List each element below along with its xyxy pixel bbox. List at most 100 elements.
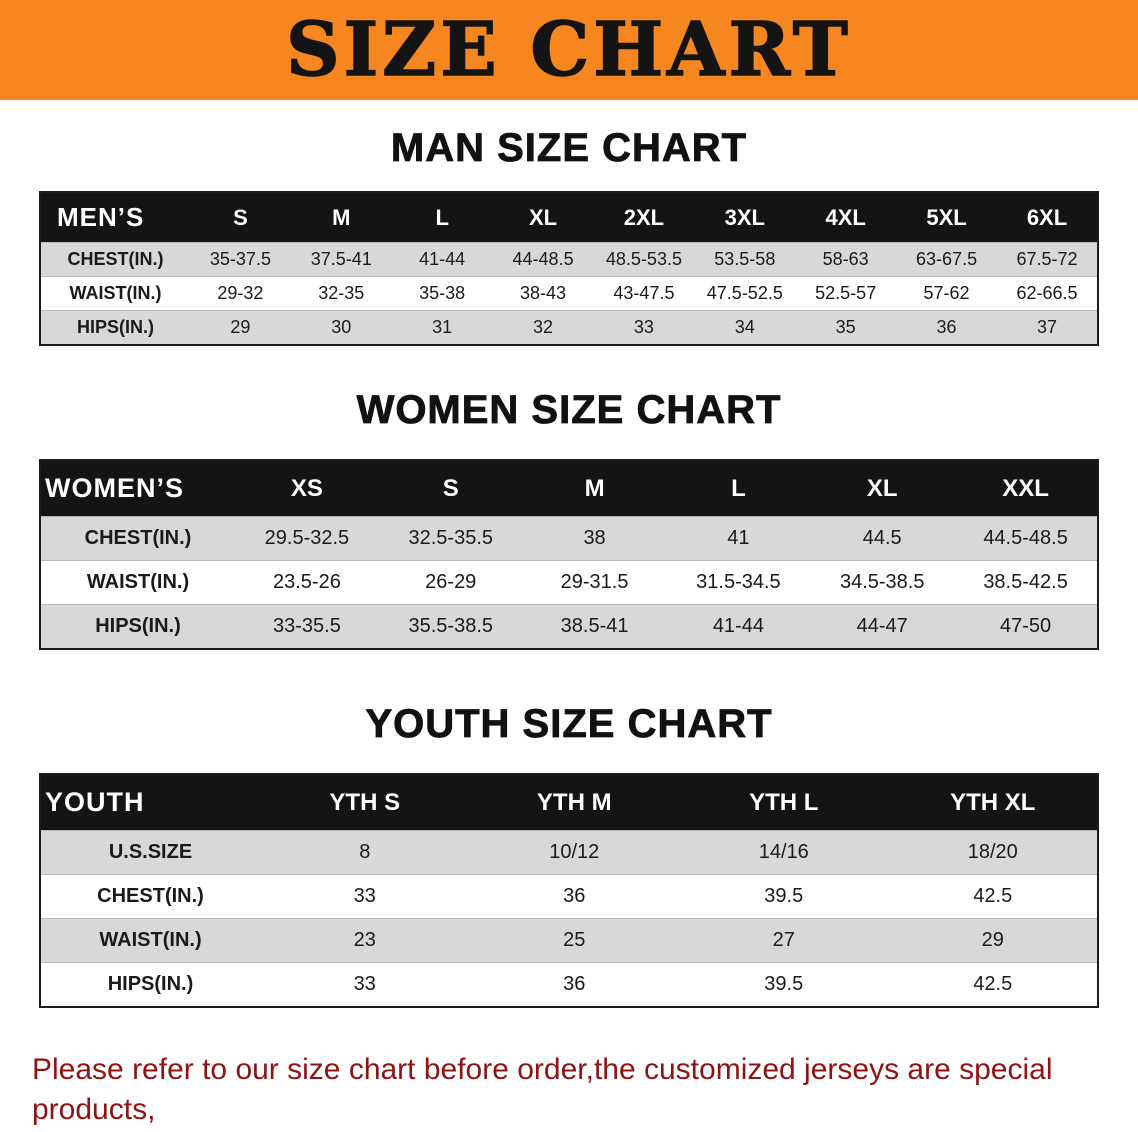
- measurement-value-cell: 23.5-26: [235, 560, 379, 605]
- measurement-value-cell: 18/20: [888, 830, 1098, 875]
- measurement-value-cell: 39.5: [679, 874, 889, 919]
- measurement-value-cell: 33: [260, 874, 470, 919]
- measurement-value-cell: 8: [260, 830, 470, 875]
- measurement-label-cell: CHEST(IN.): [40, 874, 260, 919]
- measurement-value-cell: 35.5-38.5: [378, 604, 523, 649]
- disclaimer: Please refer to our size chart before or…: [0, 1050, 1138, 1132]
- table-row: CHEST(IN.) 33 36 39.5 42.5: [40, 874, 1098, 919]
- measurement-value-cell: 29.5-32.5: [235, 516, 379, 561]
- measurement-value-cell: 31: [391, 310, 493, 345]
- measurement-value-cell: 36: [469, 962, 679, 1007]
- size-header-cell: M: [522, 460, 667, 517]
- table-header-row: MEN’S S M L XL 2XL 3XL 4XL 5XL 6XL: [40, 192, 1098, 243]
- women-section-title: WOMEN SIZE CHART: [356, 388, 782, 433]
- measurement-value-cell: 44.5: [810, 516, 955, 561]
- size-header-cell: YTH S: [260, 774, 470, 831]
- measurement-value-cell: 67.5-72: [997, 242, 1098, 277]
- measurement-value-cell: 63-67.5: [896, 242, 997, 277]
- measurement-value-cell: 33-35.5: [235, 604, 379, 649]
- measurement-value-cell: 58-63: [795, 242, 897, 277]
- men-section-title: MAN SIZE CHART: [390, 126, 748, 171]
- table-title-cell: MEN’S: [40, 192, 190, 243]
- size-header-cell: YTH XL: [888, 774, 1098, 831]
- measurement-value-cell: 52.5-57: [795, 276, 897, 311]
- measurement-label-cell: WAIST(IN.): [40, 276, 190, 311]
- measurement-value-cell: 44-47: [810, 604, 955, 649]
- measurement-value-cell: 29-31.5: [522, 560, 667, 605]
- measurement-value-cell: 38-43: [492, 276, 594, 311]
- youth-section-title: YOUTH SIZE CHART: [365, 702, 773, 747]
- youth-size-chart-section: YOUTH SIZE CHART YOUTH YTH S YTH M YTH L YTH…: [0, 702, 1138, 1008]
- measurement-value-cell: 27: [679, 918, 889, 963]
- women-size-chart-section: WOMEN SIZE CHART WOMEN’S XS S M L XL XXL CHEST(…: [0, 388, 1138, 650]
- measurement-label-cell: CHEST(IN.): [40, 242, 190, 277]
- size-header-cell: 2XL: [593, 192, 695, 243]
- measurement-value-cell: 23: [260, 918, 470, 963]
- measurement-value-cell: 42.5: [888, 874, 1098, 919]
- measurement-value-cell: 37: [997, 310, 1098, 345]
- measurement-value-cell: 30: [290, 310, 392, 345]
- table-row: U.S.SIZE 8 10/12 14/16 18/20: [40, 830, 1098, 875]
- measurement-value-cell: 38.5-42.5: [954, 560, 1098, 605]
- measurement-value-cell: 42.5: [888, 962, 1098, 1007]
- measurement-value-cell: 36: [469, 874, 679, 919]
- measurement-value-cell: 34: [694, 310, 796, 345]
- measurement-value-cell: 38.5-41: [522, 604, 667, 649]
- measurement-value-cell: 41: [666, 516, 811, 561]
- measurement-value-cell: 39.5: [679, 962, 889, 1007]
- table-header-row: YOUTH YTH S YTH M YTH L YTH XL: [40, 774, 1098, 831]
- size-header-cell: XL: [492, 192, 594, 243]
- size-header-cell: M: [290, 192, 392, 243]
- measurement-value-cell: 29-32: [190, 276, 291, 311]
- measurement-label-cell: WAIST(IN.): [40, 560, 235, 605]
- table-row: HIPS(IN.) 33-35.5 35.5-38.5 38.5-41 41-44 44-…: [40, 604, 1098, 649]
- measurement-value-cell: 34.5-38.5: [810, 560, 955, 605]
- measurement-value-cell: 33: [260, 962, 470, 1007]
- youth-size-table: YOUTH YTH S YTH M YTH L YTH XL U.S.SIZE 8 10/12…: [39, 773, 1099, 1008]
- table-row: WAIST(IN.) 23.5-26 26-29 29-31.5 31.5-34.5 34…: [40, 560, 1098, 605]
- measurement-value-cell: 41-44: [391, 242, 493, 277]
- size-header-cell: S: [190, 192, 291, 243]
- measurement-value-cell: 25: [469, 918, 679, 963]
- measurement-label-cell: HIPS(IN.): [40, 604, 235, 649]
- page-title: SIZE CHART: [285, 6, 852, 94]
- disclaimer-line-1: Please refer to our size chart before or…: [32, 1053, 1053, 1126]
- size-header-cell: YTH M: [469, 774, 679, 831]
- measurement-value-cell: 26-29: [378, 560, 523, 605]
- measurement-value-cell: 29: [888, 918, 1098, 963]
- size-header-cell: XXL: [954, 460, 1098, 517]
- measurement-value-cell: 47.5-52.5: [694, 276, 796, 311]
- measurement-value-cell: 35-38: [391, 276, 493, 311]
- measurement-label-cell: HIPS(IN.): [40, 310, 190, 345]
- table-header-row: WOMEN’S XS S M L XL XXL: [40, 460, 1098, 517]
- size-header-cell: L: [391, 192, 493, 243]
- size-header-cell: S: [378, 460, 523, 517]
- measurement-value-cell: 14/16: [679, 830, 889, 875]
- measurement-value-cell: 37.5-41: [290, 242, 392, 277]
- size-header-cell: 4XL: [795, 192, 897, 243]
- measurement-value-cell: 44-48.5: [492, 242, 594, 277]
- measurement-label-cell: CHEST(IN.): [40, 516, 235, 561]
- size-header-cell: 5XL: [896, 192, 997, 243]
- table-row: WAIST(IN.) 29-32 32-35 35-38 38-43 43-47.5 47.…: [40, 276, 1098, 311]
- size-header-cell: 6XL: [997, 192, 1098, 243]
- men-size-chart-section: MAN SIZE CHART MEN’S S M L XL 2XL 3XL 4XL 5XL 6XL…: [0, 126, 1138, 346]
- measurement-value-cell: 32: [492, 310, 594, 345]
- measurement-value-cell: 35-37.5: [190, 242, 291, 277]
- table-row: HIPS(IN.) 29 30 31 32 33 34 35 36 37: [40, 310, 1098, 345]
- measurement-value-cell: 32.5-35.5: [378, 516, 523, 561]
- measurement-value-cell: 62-66.5: [997, 276, 1098, 311]
- men-size-table: MEN’S S M L XL 2XL 3XL 4XL 5XL 6XL CHEST(IN.) 35-37…: [39, 191, 1099, 346]
- measurement-value-cell: 35: [795, 310, 897, 345]
- measurement-value-cell: 47-50: [954, 604, 1098, 649]
- table-row: WAIST(IN.) 23 25 27 29: [40, 918, 1098, 963]
- measurement-label-cell: WAIST(IN.): [40, 918, 260, 963]
- size-header-cell: XL: [810, 460, 955, 517]
- women-size-table: WOMEN’S XS S M L XL XXL CHEST(IN.) 29.5-32.5 32.5…: [39, 459, 1099, 650]
- size-header-cell: 3XL: [694, 192, 796, 243]
- size-header-cell: YTH L: [679, 774, 889, 831]
- table-row: CHEST(IN.) 35-37.5 37.5-41 41-44 44-48.5 48.5…: [40, 242, 1098, 277]
- banner: SIZE CHART: [0, 0, 1138, 100]
- measurement-value-cell: 53.5-58: [694, 242, 796, 277]
